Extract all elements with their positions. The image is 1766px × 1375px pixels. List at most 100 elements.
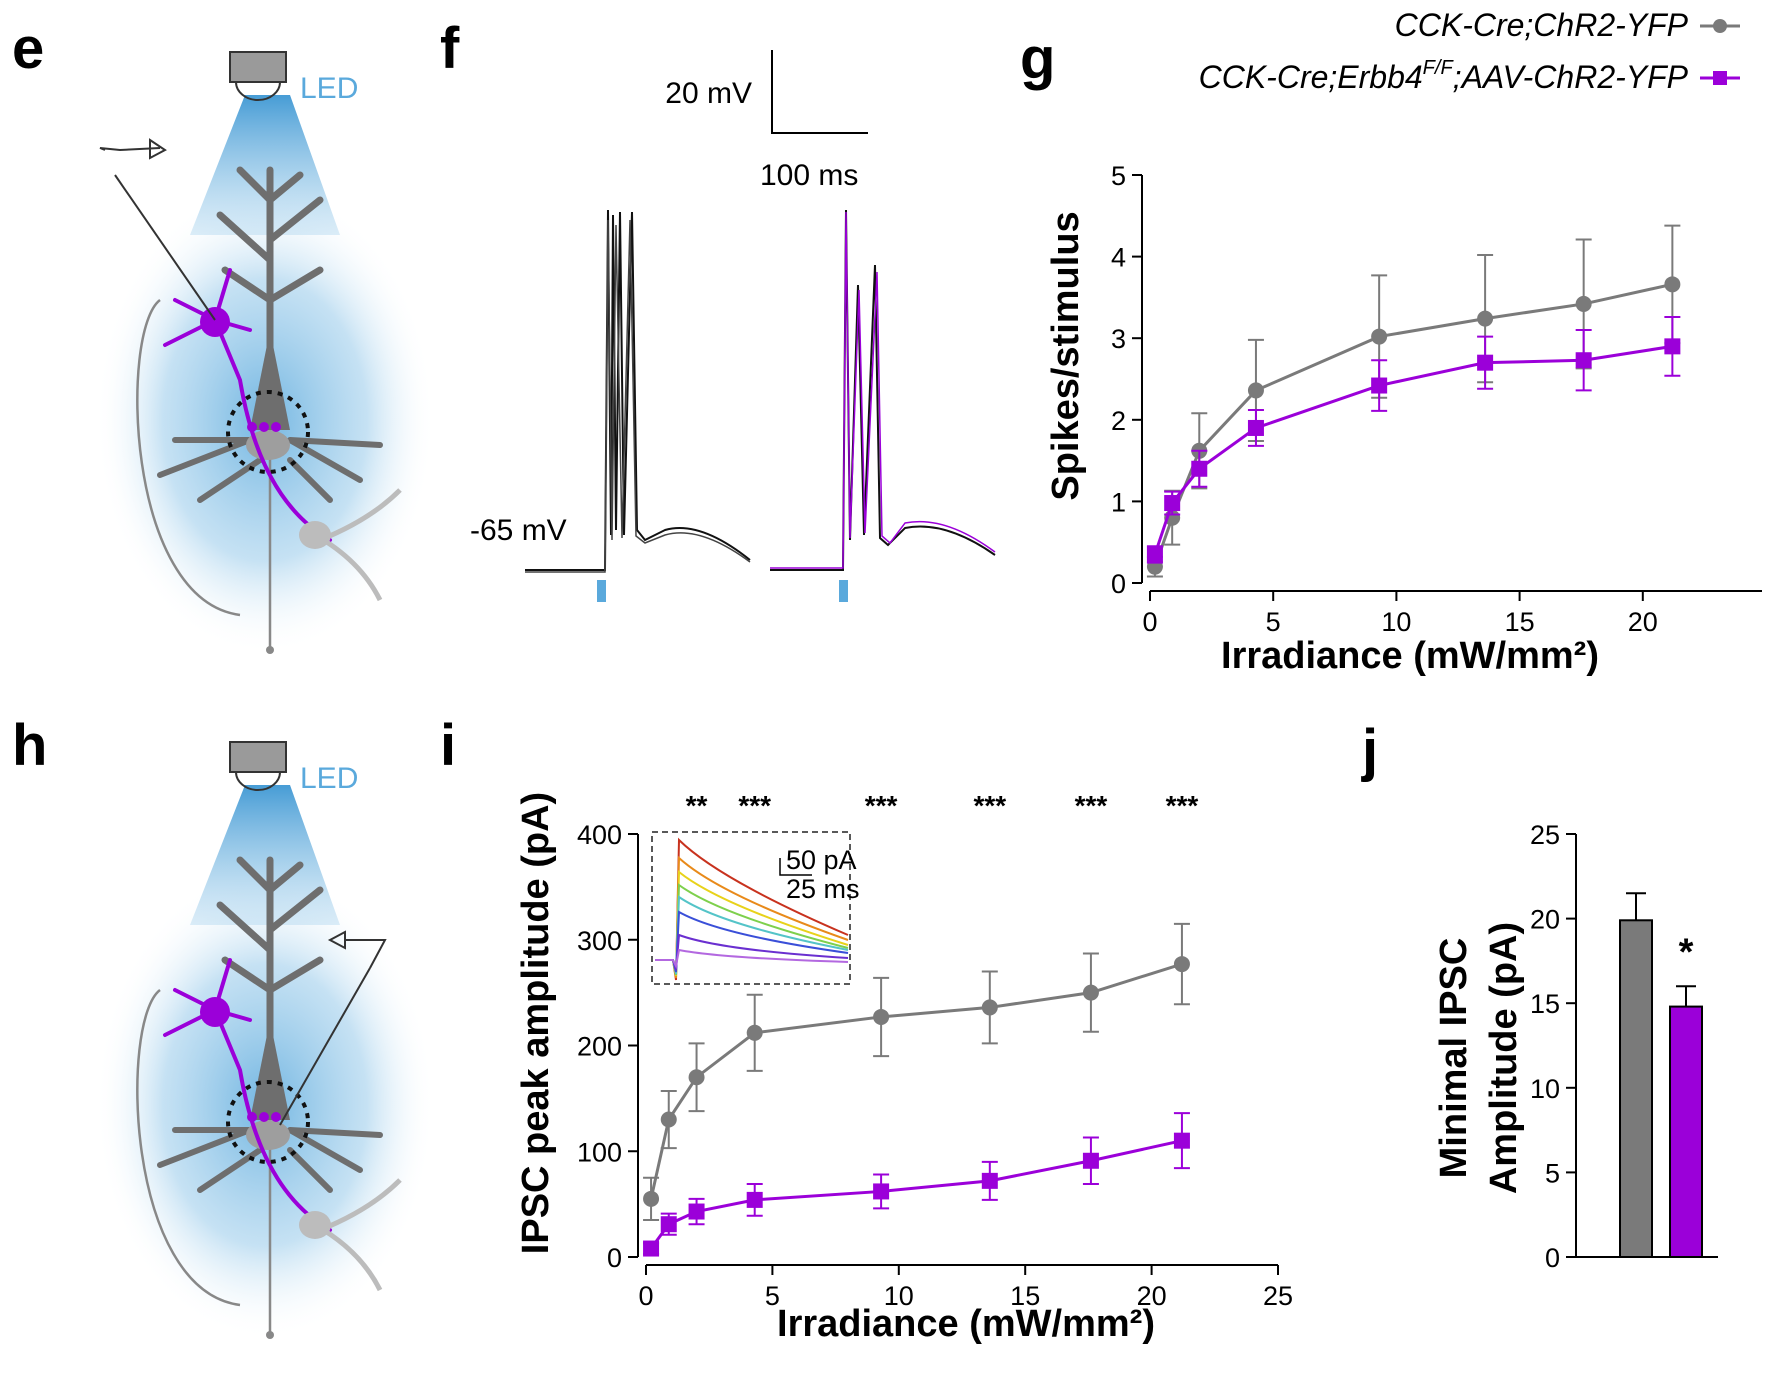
legend-series2-label: CCK-Cre;Erbb4F/F;AAV-ChR2-YFP [1199,57,1689,95]
panel-label-i: i [440,713,456,778]
legend-series2-marker [1713,71,1727,85]
trace-control [525,209,751,571]
chart-g: Spikes/stimulus Irradiance (mW/mm²) 0 1 2 3… [1045,161,1762,677]
pyramidal-soma [250,1020,290,1120]
chart-j-bar-1 [1619,919,1653,1258]
chart-g-series2-point [1477,354,1494,371]
inset-scale-bar [779,858,812,876]
chart-g-ytick-label: 0 [1111,569,1126,599]
chart-i-series2-point [746,1191,763,1208]
chart-i-xtick-label: 15 [1010,1281,1040,1311]
led-lens [235,771,281,791]
chart-i-series1-point [643,1190,660,1207]
led-device [229,51,287,83]
pipette-wire [99,147,161,152]
legend-series1-label: CCK-Cre;ChR2-YFP [1395,7,1689,43]
cck-interneuron-processes [163,958,332,1232]
chart-i-ytick-label: 300 [577,926,622,956]
pyramidal-soma [250,330,290,430]
recording-pipette [279,967,371,1126]
chart-i-ylabel: IPSC peak amplitude (pA) [515,792,557,1254]
chart-j-ytick-label: 20 [1530,905,1560,935]
pyramidal-base [246,430,290,460]
chart-g-xtick-label: 20 [1628,607,1658,637]
chart-g-series2-point [1191,460,1208,477]
chart-i-xtick-label: 10 [884,1281,914,1311]
second-cell-dendrites [313,488,402,602]
inset-scale-amp: 50 pA [786,845,857,875]
resting-potential-label: -65 mV [470,514,567,547]
chart-g-xtick-label: 10 [1381,607,1411,637]
chart-g-series1-line [1153,282,1673,568]
legend-series2-prefix: CCK-Cre;Erbb4 [1199,59,1423,95]
chart-g-series2-line [1153,344,1673,555]
led-lens [235,81,281,101]
inset-traces [655,837,849,981]
panel-label-j: j [1361,718,1378,783]
chart-g-xlabel: Irradiance (mW/mm²) [1221,635,1599,677]
chart-g-series2-point [1146,546,1163,563]
apical-dendrite [216,166,324,404]
pipette-arrow [149,138,167,160]
inset-frame [651,831,851,985]
chart-i-significance-label: *** [865,790,898,821]
panel-label-h: h [12,713,47,778]
pipette-arrow [327,930,346,950]
panel-label-g: g [1020,26,1055,91]
second-cell-dendrites [313,1178,402,1292]
pyramidal-base [246,1120,290,1150]
chart-g-series2-point [1164,495,1181,512]
recording-pipette [114,174,216,321]
led-label: LED [300,762,358,795]
chart-g-ytick-label: 3 [1111,324,1126,354]
chart-i-xtick-label: 25 [1263,1281,1293,1311]
chart-i-series1-point [688,1069,705,1086]
cck-interneuron-processes [163,268,332,542]
chart-i-series2-line [649,1139,1183,1250]
chart-i-xtick-label: 0 [638,1281,653,1311]
cck-interneuron-soma [200,997,230,1027]
chart-g-ytick-label: 4 [1111,243,1126,273]
chart-j-ytick-label: 15 [1530,989,1560,1019]
chart-i-ytick-label: 100 [577,1137,622,1167]
chart-i-ytick-label: 0 [607,1243,622,1273]
chart-j-ytick-label: 10 [1530,1074,1560,1104]
chart-j: Minimal IPSC Amplitude (pA) 0 5 10 15 20 25 * [1433,820,1718,1273]
chart-i-xtick-label: 20 [1137,1281,1167,1311]
led-beam [190,95,340,235]
chart-g-xtick-label: 0 [1142,607,1157,637]
perisomatic-circle [226,390,310,474]
chart-i-xlabel: Irradiance (mW/mm²) [777,1303,1155,1345]
perisomatic-circle [226,1080,310,1164]
schematic-h: LED [95,741,435,1340]
chart-i-series2-point [660,1216,677,1233]
led-device [229,741,287,773]
chart-i-series2-point [981,1172,998,1189]
basal-dendrites [157,1127,383,1193]
axon-terminal [266,1331,274,1339]
led-label: LED [300,72,358,105]
inset-scale-time: 25 ms [786,874,860,904]
chart-g-ytick-label: 5 [1111,161,1126,191]
chart-i-series1-point [746,1024,763,1041]
led-beam [190,785,340,925]
light-pulse-marker [597,580,606,602]
axon-loop [136,299,241,617]
panel-label-f: f [440,16,460,81]
chart-j-ytick-label: 0 [1545,1243,1560,1273]
chart-i-significance-label: ** [686,790,708,821]
chart-i-significance-label: *** [1166,790,1199,821]
chart-g-ylabel: Spikes/stimulus [1045,211,1087,500]
chart-i-series1-point [660,1111,677,1128]
chart-i-series2-point [643,1240,660,1257]
chart-i-series1-point [1173,956,1190,973]
trace-erbb4-purple [770,211,996,569]
chart-i-significance-label: *** [1075,790,1108,821]
apical-dendrite [216,856,324,1094]
chart-i-series1-point [873,1008,890,1025]
chart-i-ytick-label: 200 [577,1032,622,1062]
chart-g-series1-point [1477,310,1494,327]
chart-j-ytick-label: 25 [1530,820,1560,850]
schematic-e: LED [95,51,435,655]
chart-g-series1-point [1664,276,1681,293]
